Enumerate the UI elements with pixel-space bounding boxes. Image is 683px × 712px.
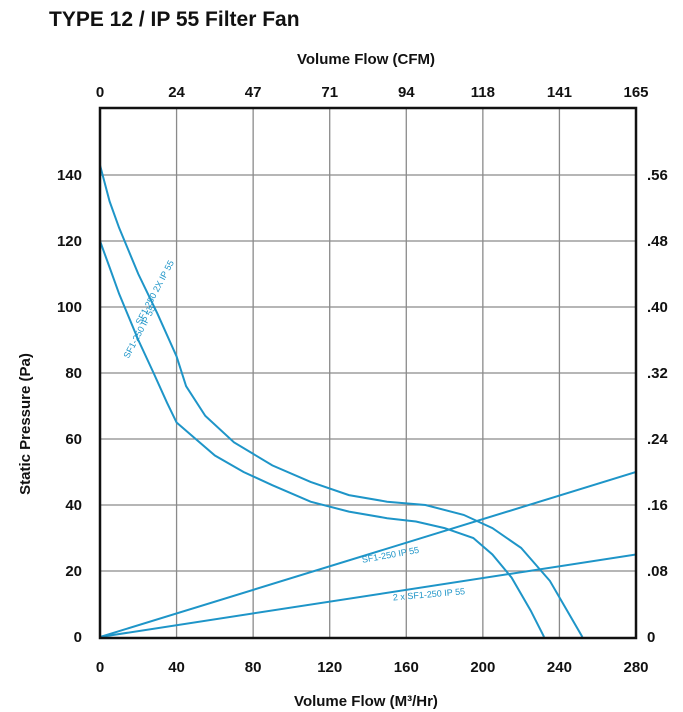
top-tick-label: 47 [245, 84, 262, 101]
series-line-2 [99, 164, 584, 638]
y2-tick-label: .32 [647, 365, 668, 382]
y2-tick-label: .48 [647, 233, 668, 250]
grid [100, 108, 636, 638]
y-tick-label: 80 [65, 365, 82, 382]
top-tick-label: 0 [96, 84, 104, 101]
y2-tick-label: 0 [647, 629, 655, 646]
series-label-4: 2 x SF1-250 IP 55 [393, 586, 466, 602]
top-tick-label: 118 [471, 84, 495, 101]
y-tick-label: 100 [57, 299, 82, 316]
x-tick-label: 240 [547, 659, 572, 676]
series-line-4 [99, 553, 637, 638]
top-axis-label: Volume Flow (CFM) [297, 51, 435, 68]
x-tick-label: 0 [96, 659, 104, 676]
x-tick-label: 200 [470, 659, 495, 676]
x-tick-label: 280 [623, 659, 648, 676]
top-tick-label: 94 [398, 84, 415, 101]
top-tick-label: 71 [321, 84, 338, 101]
series-line-1 [99, 240, 545, 638]
series-lines [99, 164, 637, 638]
y2-tick-label: .08 [647, 563, 668, 580]
series-line-3 [99, 471, 637, 638]
series-label-2: SF1-250 2X IP 55 [134, 259, 176, 327]
x-tick-label: 40 [168, 659, 185, 676]
chart-title: TYPE 12 / IP 55 Filter Fan [49, 8, 300, 31]
x-tick-label: 120 [317, 659, 342, 676]
y-tick-label: 140 [57, 167, 82, 184]
y-tick-label: 60 [65, 431, 82, 448]
y2-tick-label: .16 [647, 497, 668, 514]
x-axis-label: Volume Flow (M³/Hr) [294, 693, 438, 710]
top-tick-label: 165 [623, 84, 648, 101]
y2-tick-label: .56 [647, 167, 668, 184]
plot-frame [98, 106, 638, 640]
y-tick-label: 0 [74, 629, 82, 646]
y-tick-label: 120 [57, 233, 82, 250]
y2-tick-label: .40 [647, 299, 668, 316]
x-tick-label: 80 [245, 659, 262, 676]
y-tick-label: 40 [65, 497, 82, 514]
y2-tick-label: .24 [647, 431, 669, 448]
top-tick-label: 24 [168, 84, 185, 101]
x-tick-label: 160 [394, 659, 419, 676]
y-tick-label: 20 [65, 563, 82, 580]
top-tick-label: 141 [547, 84, 572, 101]
y-axis-label: Static Pressure (Pa) [17, 353, 34, 495]
